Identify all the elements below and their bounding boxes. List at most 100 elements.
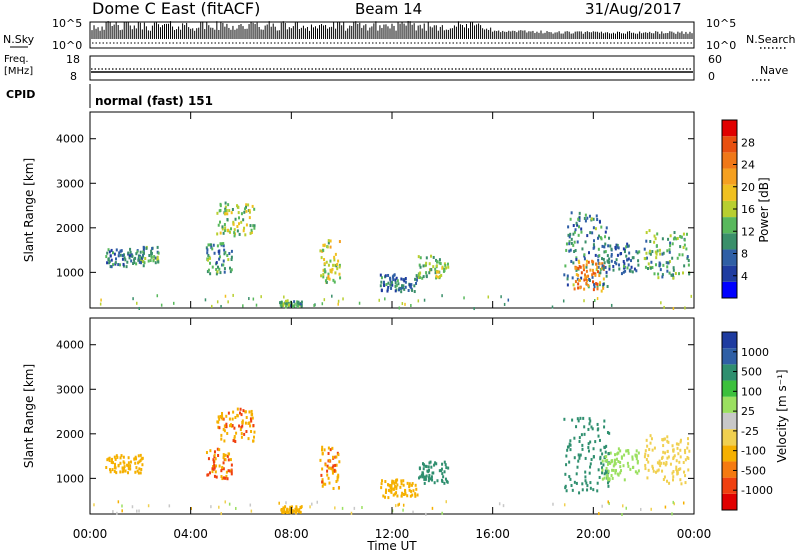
velocity-cell: [337, 486, 340, 490]
power-cell: [441, 294, 443, 298]
power-cell: [400, 284, 403, 288]
power-cell: [592, 271, 595, 275]
power-cell: [583, 299, 585, 303]
power-cell: [248, 210, 251, 214]
velocity-colorbar-segment: [722, 396, 737, 413]
velocity-cell: [617, 447, 620, 451]
velocity-cell: [116, 511, 118, 515]
power-cell: [322, 268, 325, 272]
velocity-cell: [619, 460, 622, 464]
velocity-cell: [213, 463, 216, 467]
power-cell: [598, 283, 601, 287]
velocity-cell: [247, 437, 250, 441]
velocity-cell: [678, 460, 681, 464]
velocity-cell: [402, 503, 405, 507]
power-cell: [417, 275, 420, 279]
power-cell: [107, 257, 110, 261]
velocity-cell: [341, 506, 344, 510]
power-cell: [150, 255, 153, 259]
velocity-cell: [445, 466, 448, 470]
velocity-cell: [140, 467, 143, 471]
power-cell: [566, 274, 569, 278]
power-cell: [585, 263, 588, 267]
power-cell: [221, 263, 224, 267]
power-cell: [683, 243, 686, 247]
velocity-cell: [321, 451, 324, 455]
power-cell: [578, 265, 581, 269]
power-cell: [572, 243, 575, 247]
power-cell: [211, 304, 213, 308]
velocity-cell: [598, 512, 600, 516]
velocity-cell: [428, 473, 431, 477]
power-cell: [596, 287, 599, 291]
power-data: [99, 201, 693, 311]
velocity-cell: [581, 488, 584, 492]
power-cell: [602, 282, 605, 286]
velocity-cell: [627, 451, 630, 455]
velocity-cell: [233, 436, 236, 440]
velocity-cell: [653, 446, 656, 450]
velocity-cell: [249, 424, 252, 428]
power-cell: [575, 268, 578, 272]
velocity-cell: [589, 465, 592, 469]
power-cell: [230, 255, 233, 259]
power-cell: [392, 278, 395, 282]
velocity-cell: [380, 482, 383, 486]
velocity-cell: [445, 500, 448, 504]
power-cell: [216, 211, 219, 215]
power-cell: [228, 266, 231, 270]
power-cell: [439, 262, 442, 266]
power-colorbar-segment: [722, 249, 737, 266]
velocity-cell: [615, 469, 618, 473]
velocity-cell: [337, 473, 340, 477]
power-cell: [142, 260, 145, 264]
power-cell: [126, 260, 129, 264]
power-cell: [615, 262, 618, 266]
power-cell: [635, 250, 638, 254]
power-cell: [601, 264, 604, 268]
velocity-cell: [327, 466, 330, 470]
power-cell: [602, 286, 605, 290]
power-cell: [575, 221, 578, 225]
velocity-cell: [121, 504, 123, 508]
velocity-cell: [248, 410, 251, 414]
power-cell: [625, 245, 628, 249]
velocity-cell: [431, 471, 434, 475]
power-cell: [320, 256, 323, 260]
power-colorbar-tick-label: 16: [741, 203, 755, 216]
velocity-cell: [250, 413, 253, 417]
power-cell: [227, 228, 230, 232]
velocity-cell: [219, 414, 222, 418]
velocity-cell: [605, 471, 608, 475]
power-cell: [584, 276, 587, 280]
velocity-cell: [687, 468, 690, 472]
nsearch-tick-bottom: 10^0: [706, 39, 736, 52]
velocity-cell: [605, 455, 608, 459]
velocity-cell: [122, 455, 125, 459]
velocity-cell: [571, 418, 574, 422]
power-cell: [649, 252, 652, 256]
power-cell: [603, 245, 606, 249]
power-cell: [386, 287, 389, 291]
velocity-cell: [616, 472, 619, 476]
velocity-cell: [662, 444, 665, 448]
power-cell: [397, 282, 400, 286]
velocity-cell: [657, 468, 660, 472]
velocity-cell: [601, 452, 604, 456]
velocity-cell: [222, 467, 225, 471]
power-cell: [413, 290, 416, 294]
velocity-cell: [250, 419, 253, 423]
velocity-cell: [408, 484, 411, 488]
velocity-cell: [603, 476, 606, 480]
power-cell: [631, 270, 634, 274]
power-cell: [219, 231, 222, 235]
power-cell: [618, 267, 621, 271]
power-cell: [237, 205, 240, 209]
velocity-cell: [666, 449, 669, 453]
cpid-value: normal (fast) 151: [95, 94, 213, 108]
velocity-cell: [221, 477, 224, 481]
velocity-cell: [679, 448, 682, 452]
velocity-cell: [210, 505, 212, 509]
power-cell: [337, 259, 340, 263]
velocity-cell: [240, 426, 243, 430]
